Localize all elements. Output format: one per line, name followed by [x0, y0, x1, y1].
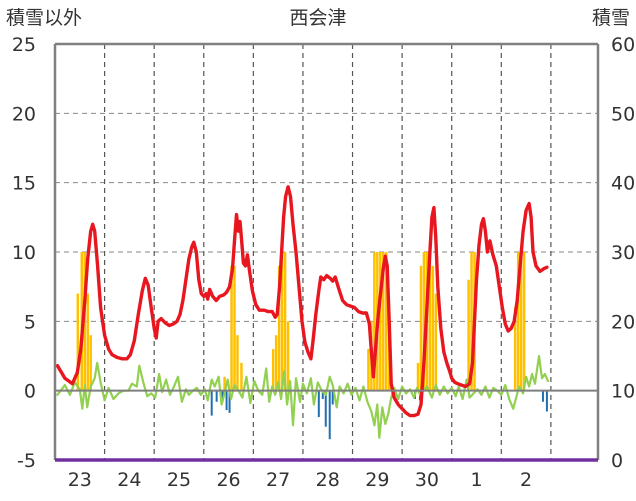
snowfall-bar	[467, 279, 470, 391]
snowfall-bar	[367, 349, 370, 391]
x-tick-label: 30	[415, 469, 439, 491]
negative-bar	[321, 390, 324, 399]
x-tick-label: 25	[167, 469, 191, 491]
y-left-tick-label: 20	[12, 103, 36, 125]
x-tick-label: 23	[68, 469, 92, 491]
y-right-tick-label: 50	[611, 103, 635, 125]
y-right-tick-label: 30	[611, 242, 635, 264]
snowfall-bar	[277, 265, 281, 391]
snowfall-bar	[240, 362, 243, 391]
y-left-tick-label: 5	[24, 311, 36, 333]
snowfall-bar	[76, 293, 80, 391]
negative-bar	[210, 390, 213, 416]
negative-bar	[215, 390, 218, 402]
left-axis-title: 積雪以外	[6, 7, 82, 29]
snowfall-bar	[382, 252, 385, 391]
x-tick-label: 2	[520, 469, 532, 491]
snowfall-bar	[431, 265, 435, 391]
axis-layer: -5 0 5 10 15 20 25 0 10 20 30 40 50 60 23 24 25 26 27 28 29 3…	[12, 34, 635, 491]
negative-bar	[221, 390, 224, 402]
negative-bar	[317, 390, 320, 418]
x-tick-label: 1	[470, 469, 482, 491]
snowfall-bar	[280, 252, 284, 391]
right-axis-title: 積雪	[592, 7, 630, 29]
snowfall-bar	[513, 307, 517, 391]
snowfall-bar	[86, 293, 89, 391]
y-left-tick-label: 15	[12, 173, 36, 195]
snow-depth-line	[55, 185, 549, 418]
snowfall-bar	[416, 362, 420, 391]
snowfall-bar	[89, 335, 92, 391]
snowfall-bar	[283, 252, 287, 391]
snowfall-bar	[434, 293, 438, 391]
x-tick-label: 28	[316, 469, 340, 491]
y-right-tick-label: 40	[611, 173, 635, 195]
y-right-tick-label: 20	[611, 311, 635, 333]
chart-title: 西会津	[289, 7, 346, 29]
negative-bar	[228, 390, 231, 413]
x-tick-label: 27	[266, 469, 290, 491]
snowfall-bar	[385, 252, 388, 391]
negative-bar	[541, 390, 544, 402]
x-tick-label: 29	[365, 469, 389, 491]
negative-bar	[324, 390, 327, 427]
snowfall-bar	[236, 335, 239, 391]
y-right-tick-label: 0	[611, 450, 623, 472]
snowfall-bar	[233, 265, 236, 391]
snowfall-bar	[286, 321, 290, 391]
y-left-tick-label: -5	[17, 450, 36, 472]
snowfall-bar	[419, 265, 423, 391]
snowfall-bar	[519, 252, 523, 391]
negative-bar	[225, 390, 228, 411]
snowfall-bar	[230, 265, 233, 391]
y-right-tick-label: 60	[611, 34, 635, 56]
negative-bar	[331, 390, 334, 405]
negative-bar	[545, 390, 548, 412]
x-tick-label: 26	[216, 469, 240, 491]
x-tick-label: 24	[117, 469, 141, 491]
y-left-tick-label: 0	[24, 381, 36, 403]
snowfall-bar	[274, 335, 278, 391]
snowfall-bar	[516, 252, 520, 391]
y-left-tick-label: 10	[12, 242, 36, 264]
snowfall-bar	[379, 252, 382, 391]
snowfall-bar	[373, 252, 376, 391]
snowfall-bar	[522, 252, 526, 391]
negative-bar	[328, 390, 331, 440]
snowfall-bar	[271, 349, 275, 391]
snowfall-bar	[422, 252, 426, 391]
snowfall-bar	[428, 252, 432, 391]
y-right-tick-label: 10	[611, 381, 635, 403]
snowfall-bar	[223, 376, 226, 391]
snowfall-bar	[470, 252, 473, 391]
y-left-tick-label: 25	[12, 34, 36, 56]
